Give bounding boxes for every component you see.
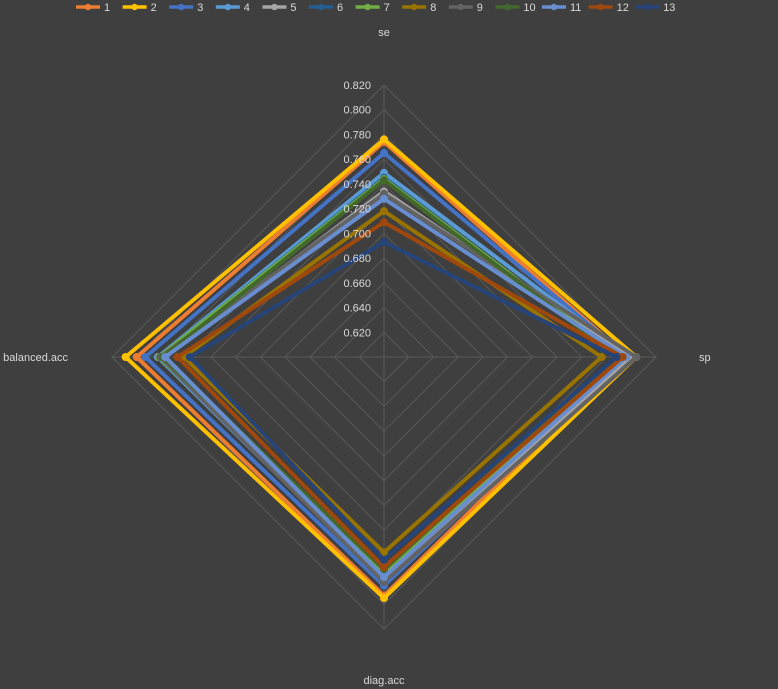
legend-item: 12	[588, 2, 629, 14]
tick-label: 0.800	[343, 105, 371, 117]
series-point	[380, 176, 388, 185]
legend-item: 11	[542, 2, 581, 14]
legend-marker	[597, 3, 604, 11]
axis-label-balanced-acc: balanced.acc	[3, 352, 68, 364]
series-point	[380, 563, 388, 572]
series-point	[121, 353, 130, 361]
tick-label: 0.720	[343, 204, 371, 216]
tick-label: 0.760	[343, 154, 371, 166]
tick-label: 0.680	[343, 253, 371, 265]
series-point	[612, 353, 621, 361]
legend-marker	[457, 3, 464, 11]
tick-label: 0.700	[343, 228, 371, 240]
legend-item: 2	[122, 2, 157, 14]
series-point	[380, 149, 388, 157]
series-point	[132, 353, 141, 361]
legend-item: 6	[309, 2, 343, 14]
chart-legend: 1 2 3 4 5 6 7 8 9 10 11 12 13	[76, 2, 675, 14]
series-line	[143, 151, 630, 588]
series-12	[173, 218, 627, 572]
series-point	[380, 194, 388, 203]
series-line	[163, 196, 629, 580]
legend-label: 7	[384, 2, 390, 14]
legend-marker	[364, 3, 371, 11]
legend-label: 2	[151, 2, 157, 14]
legend-marker	[411, 3, 418, 11]
legend-item: 1	[76, 2, 110, 14]
legend-marker	[178, 3, 185, 11]
series-point	[380, 135, 388, 144]
series-point	[173, 353, 182, 361]
series-point	[185, 353, 194, 361]
series-line	[155, 170, 631, 582]
legend-item: 10	[495, 2, 536, 14]
legend-item: 5	[262, 2, 297, 14]
legend-marker	[131, 3, 138, 11]
legend-label: 10	[523, 2, 535, 14]
axis-label-se: se	[378, 27, 390, 39]
series-point	[380, 238, 388, 247]
radar-series-layer	[121, 135, 641, 603]
tick-label: 0.820	[343, 80, 371, 92]
series-3	[141, 149, 632, 590]
legend-marker	[224, 3, 231, 11]
legend-marker	[84, 3, 92, 11]
legend-label: 4	[244, 2, 250, 14]
legend-item: 8	[402, 2, 436, 14]
legend-item: 13	[635, 2, 675, 14]
series-11	[161, 194, 631, 582]
series-1	[132, 137, 632, 600]
legend-label: 3	[197, 2, 203, 14]
series-point	[597, 353, 606, 361]
legend-marker	[550, 3, 558, 11]
series-point	[380, 207, 388, 216]
axis-label-diag-acc: diag.acc	[364, 675, 405, 687]
radar-tick-labels: 0.620 0.640 0.660 0.680 0.700 0.720 0.740 0.760…	[343, 80, 371, 339]
tick-label: 0.780	[343, 129, 371, 141]
radar-axis-labels: se sp diag.acc balanced.acc	[3, 27, 710, 687]
series-point	[141, 353, 150, 361]
legend-label: 1	[104, 2, 110, 14]
legend-label: 9	[477, 2, 483, 14]
tick-label: 0.740	[343, 179, 371, 191]
tick-label: 0.660	[343, 278, 371, 290]
legend-label: 5	[290, 2, 296, 14]
legend-label: 8	[430, 2, 436, 14]
legend-label: 12	[617, 2, 629, 14]
legend-item: 7	[355, 2, 390, 14]
legend-marker	[504, 3, 511, 11]
series-point	[380, 218, 388, 227]
series-point	[380, 555, 388, 564]
legend-item: 4	[215, 2, 250, 14]
legend-item: 3	[169, 2, 203, 14]
legend-marker	[317, 3, 325, 11]
legend-label: 13	[663, 2, 675, 14]
axis-label-sp: sp	[699, 352, 711, 364]
series-13	[185, 238, 621, 564]
series-point	[632, 353, 641, 361]
series-point	[380, 594, 388, 603]
legend-item: 9	[448, 2, 483, 14]
legend-marker	[644, 3, 651, 11]
legend-label: 6	[337, 2, 343, 14]
legend-label: 11	[570, 2, 581, 14]
legend-marker	[271, 3, 278, 11]
series-point	[161, 353, 170, 361]
series-point	[380, 573, 388, 582]
tick-label: 0.640	[343, 303, 371, 315]
tick-label: 0.620	[343, 327, 371, 339]
